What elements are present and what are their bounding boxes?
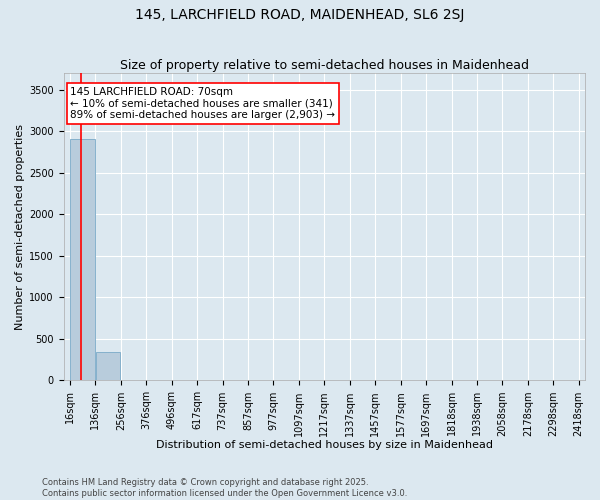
X-axis label: Distribution of semi-detached houses by size in Maidenhead: Distribution of semi-detached houses by … (156, 440, 493, 450)
Y-axis label: Number of semi-detached properties: Number of semi-detached properties (15, 124, 25, 330)
Title: Size of property relative to semi-detached houses in Maidenhead: Size of property relative to semi-detach… (120, 59, 529, 72)
Text: Contains HM Land Registry data © Crown copyright and database right 2025.
Contai: Contains HM Land Registry data © Crown c… (42, 478, 407, 498)
Text: 145, LARCHFIELD ROAD, MAIDENHEAD, SL6 2SJ: 145, LARCHFIELD ROAD, MAIDENHEAD, SL6 2S… (136, 8, 464, 22)
Text: 145 LARCHFIELD ROAD: 70sqm
← 10% of semi-detached houses are smaller (341)
89% o: 145 LARCHFIELD ROAD: 70sqm ← 10% of semi… (70, 87, 335, 120)
Bar (96, 352, 121, 380)
Bar (70, 140, 95, 380)
